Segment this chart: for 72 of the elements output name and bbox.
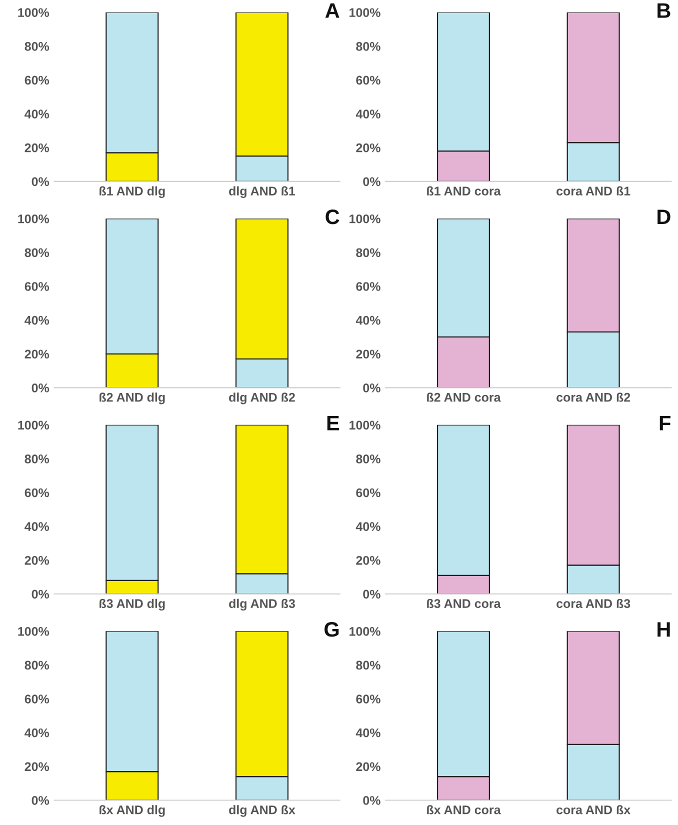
y-tick-label: 60% bbox=[24, 694, 50, 704]
x-tick-label: ß1 AND dlg bbox=[100, 186, 165, 198]
x-tick-label: dlg AND ßx bbox=[229, 805, 296, 817]
y-tick-label: 60% bbox=[356, 282, 380, 291]
y-tick-label: 100% bbox=[18, 626, 50, 636]
y-tick-label: 60% bbox=[24, 76, 50, 85]
y-tick-label: 100% bbox=[350, 626, 380, 636]
y-tick-label: 20% bbox=[356, 556, 380, 565]
y-tick-label: 40% bbox=[356, 110, 380, 118]
x-tick-label: dlg AND ß3 bbox=[229, 598, 295, 611]
x-tick-label: ß2 AND cora bbox=[427, 392, 501, 402]
y-tick-label: 80% bbox=[356, 42, 380, 51]
y-tick-label: 0% bbox=[32, 384, 50, 392]
y-tick-label: 20% bbox=[24, 143, 50, 152]
y-tick-label: 20% bbox=[356, 350, 380, 359]
x-tick-label: cora AND ß2 bbox=[556, 392, 630, 402]
y-tick-label: 0% bbox=[363, 384, 380, 392]
y-tick-label: 20% bbox=[24, 762, 50, 772]
y-tick-label: 60% bbox=[356, 76, 380, 85]
y-tick-label: 60% bbox=[356, 488, 380, 498]
x-tick-label: ß3 AND dlg bbox=[100, 598, 165, 611]
y-tick-label: 80% bbox=[356, 248, 380, 258]
x-tick-label: ßx AND cora bbox=[427, 805, 501, 814]
x-tick-label: ßx AND dlg bbox=[100, 805, 165, 817]
y-tick-label: 40% bbox=[24, 522, 50, 532]
x-tick-label: ß3 AND cora bbox=[427, 598, 501, 608]
y-tick-label: 80% bbox=[24, 248, 50, 258]
x-tick-label: ß2 AND dlg bbox=[100, 392, 165, 404]
chart-title: D bbox=[658, 210, 670, 224]
x-tick-label: ß1 AND cora bbox=[427, 186, 501, 196]
y-tick-label: 40% bbox=[24, 110, 50, 118]
x-tick-label: cora AND ß1 bbox=[556, 186, 630, 196]
y-tick-label: 60% bbox=[24, 282, 50, 291]
y-tick-label: 40% bbox=[24, 316, 50, 325]
y-tick-label: 0% bbox=[363, 796, 380, 805]
y-tick-label: 40% bbox=[356, 316, 380, 325]
y-tick-label: 40% bbox=[356, 522, 380, 532]
y-tick-label: 20% bbox=[356, 143, 380, 152]
y-tick-label: 80% bbox=[24, 42, 50, 51]
y-tick-label: 0% bbox=[363, 177, 380, 186]
y-tick-label: 100% bbox=[350, 420, 380, 430]
y-tick-label: 40% bbox=[356, 728, 380, 738]
y-tick-label: 0% bbox=[32, 177, 50, 186]
y-tick-label: 100% bbox=[18, 214, 50, 224]
chart-title: C bbox=[326, 209, 340, 224]
x-tick-label: cora AND ßx bbox=[556, 805, 631, 814]
y-tick-label: 60% bbox=[24, 488, 50, 498]
chart-title: E bbox=[327, 416, 340, 430]
chart-title: F bbox=[660, 416, 670, 430]
chart-title: H bbox=[658, 622, 670, 637]
x-tick-label: dlg AND ß1 bbox=[229, 186, 296, 198]
y-tick-label: 40% bbox=[24, 728, 50, 738]
y-tick-label: 80% bbox=[24, 454, 50, 464]
y-tick-label: 100% bbox=[18, 8, 50, 18]
y-tick-label: 60% bbox=[356, 694, 380, 704]
y-tick-label: 100% bbox=[18, 420, 50, 430]
y-tick-label: 20% bbox=[24, 350, 50, 359]
y-tick-label: 100% bbox=[350, 214, 380, 224]
y-tick-label: 80% bbox=[24, 660, 50, 670]
y-tick-label: 0% bbox=[32, 796, 50, 805]
x-tick-label: dlg AND ß2 bbox=[229, 392, 295, 404]
y-tick-label: 0% bbox=[32, 590, 50, 599]
y-tick-label: 80% bbox=[356, 454, 380, 464]
y-tick-label: 0% bbox=[363, 590, 380, 599]
y-tick-label: 20% bbox=[356, 762, 380, 772]
y-tick-label: 80% bbox=[356, 660, 380, 670]
chart-title: G bbox=[324, 622, 339, 637]
x-tick-label: cora AND ß3 bbox=[556, 598, 630, 608]
chart-title: A bbox=[325, 3, 340, 18]
y-tick-label: 20% bbox=[24, 556, 50, 565]
chart-title: B bbox=[658, 3, 670, 18]
y-tick-label: 100% bbox=[350, 8, 380, 18]
